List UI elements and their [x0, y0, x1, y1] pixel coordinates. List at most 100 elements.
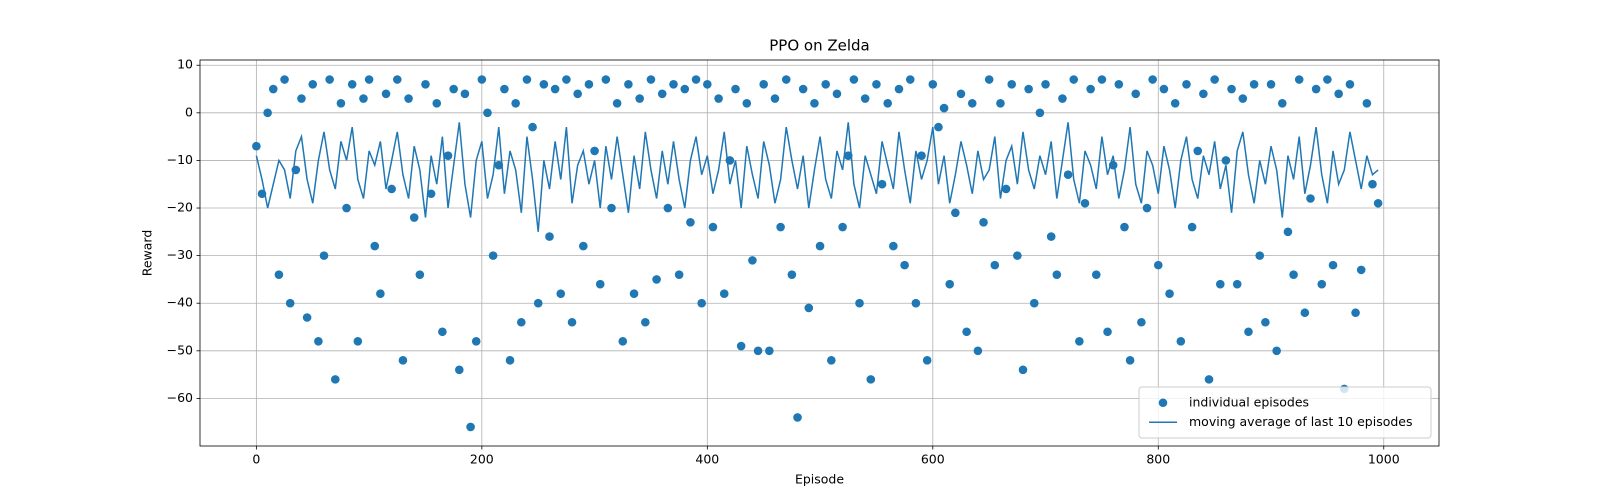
data-point [1204, 375, 1214, 384]
data-point [787, 270, 797, 279]
data-point [1007, 79, 1017, 89]
data-point [1159, 84, 1169, 94]
data-point [1311, 84, 1321, 94]
y-tick-label: −60 [167, 390, 193, 405]
data-point [319, 251, 329, 260]
data-point [1334, 89, 1343, 99]
data-point [691, 75, 701, 84]
data-point [545, 232, 554, 241]
data-point [364, 75, 374, 84]
x-tick-label: 1000 [1368, 452, 1400, 467]
data-point [939, 103, 949, 113]
data-point [951, 208, 960, 218]
data-point [1035, 108, 1045, 118]
data-point [376, 289, 385, 298]
data-point [753, 346, 763, 356]
legend: individual episodes moving average of las… [1138, 386, 1432, 439]
data-point [1255, 251, 1265, 260]
legend-box [1138, 386, 1432, 439]
data-point [889, 241, 898, 251]
data-point [443, 151, 453, 160]
data-point [252, 141, 261, 151]
data-point [872, 79, 881, 89]
data-point [505, 356, 515, 365]
data-point [1283, 227, 1293, 237]
data-point [460, 89, 470, 99]
data-point [1199, 89, 1208, 99]
y-tick-label: 0 [185, 104, 193, 119]
data-point [1058, 94, 1067, 103]
data-point [1362, 99, 1372, 108]
data-point [990, 260, 1000, 270]
data-point [539, 79, 549, 89]
data-point [911, 298, 921, 308]
data-point [714, 94, 723, 103]
data-point [624, 79, 633, 89]
data-point [274, 270, 284, 279]
data-point [1018, 365, 1028, 375]
data-point [454, 365, 464, 375]
data-point [1024, 84, 1033, 94]
data-point [449, 84, 458, 94]
y-tick-label: −50 [167, 342, 193, 357]
data-point [573, 89, 582, 99]
x-axis-label: Episode [795, 472, 844, 487]
data-point [1176, 336, 1186, 346]
data-point [866, 375, 876, 384]
data-point [302, 313, 312, 322]
data-point [550, 84, 560, 94]
y-tick-label: 10 [177, 57, 193, 72]
data-point [1165, 289, 1174, 298]
data-point [1261, 317, 1270, 327]
data-point [370, 241, 380, 251]
data-point [562, 75, 571, 84]
data-point [336, 99, 346, 108]
data-point [798, 84, 808, 94]
data-point [1221, 156, 1231, 165]
data-point [703, 79, 712, 89]
data-point [308, 79, 318, 89]
data-point [945, 279, 955, 289]
data-point [1170, 99, 1180, 108]
data-point [928, 79, 938, 89]
data-point [314, 336, 323, 346]
data-point [905, 75, 915, 84]
data-point [815, 241, 825, 251]
data-point [967, 99, 977, 108]
data-point [1328, 260, 1338, 270]
data-point [1187, 222, 1197, 232]
data-point [500, 84, 509, 94]
data-point [483, 108, 492, 118]
data-point [838, 222, 847, 232]
data-point [432, 99, 442, 108]
data-point [657, 89, 667, 99]
data-point [1317, 279, 1327, 289]
x-tick-label: 600 [921, 452, 945, 467]
data-point [471, 336, 481, 346]
data-point [663, 203, 673, 213]
data-point [1137, 317, 1146, 327]
data-point [1097, 75, 1107, 84]
data-point [827, 356, 836, 365]
data-point [956, 89, 966, 99]
data-point [793, 413, 802, 422]
data-point [1277, 99, 1287, 108]
data-point [731, 84, 740, 94]
data-point [781, 75, 791, 84]
data-point [466, 422, 475, 432]
data-point [533, 298, 543, 308]
data-point [330, 375, 340, 384]
data-point [1046, 232, 1056, 241]
legend-label: moving average of last 10 episodes [1189, 414, 1413, 429]
data-point [1001, 184, 1011, 194]
data-point [979, 218, 988, 227]
data-point [263, 108, 272, 118]
data-point [590, 146, 599, 156]
data-point [883, 99, 893, 108]
data-point [1193, 146, 1203, 156]
data-point [877, 179, 887, 189]
data-point [325, 75, 334, 84]
data-point [421, 79, 430, 89]
data-point [1215, 279, 1225, 289]
